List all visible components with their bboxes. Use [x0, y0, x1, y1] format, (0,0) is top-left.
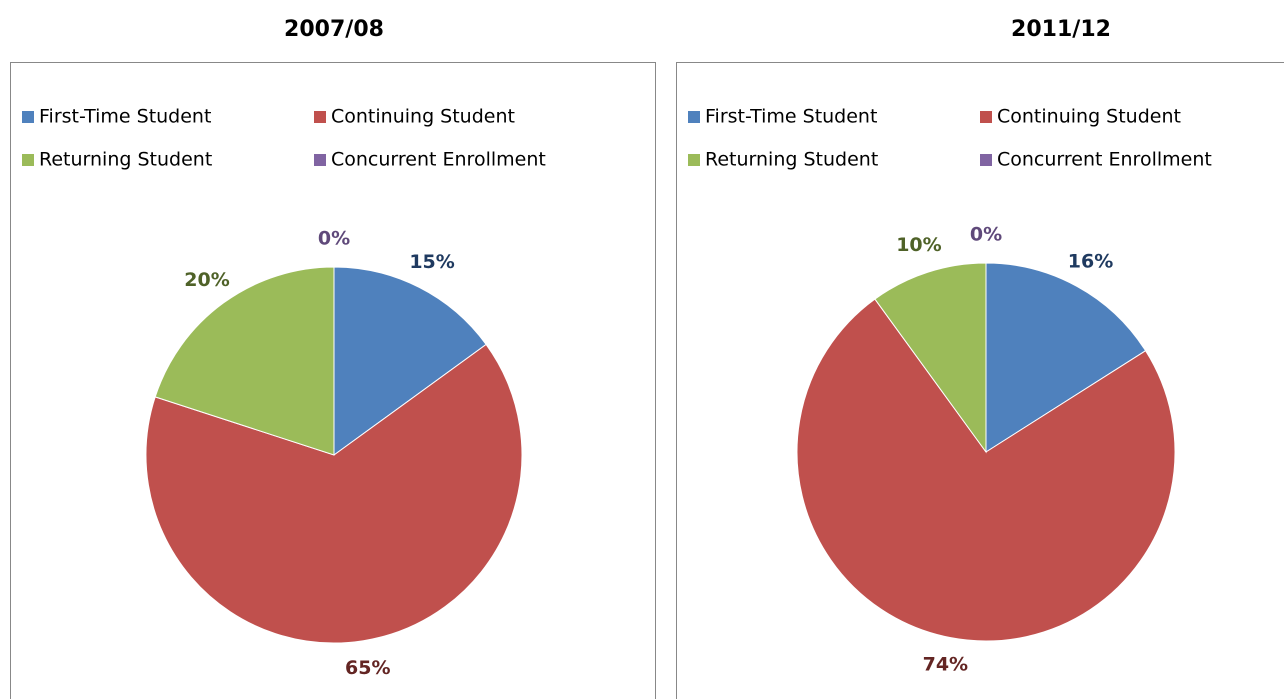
legend-label: Continuing Student: [331, 106, 515, 128]
pie-slice: [985, 262, 1147, 453]
data-label: 65%: [345, 657, 390, 679]
data-label: 0%: [970, 224, 1002, 246]
legend-swatch: [314, 111, 326, 123]
pie-slice: [874, 262, 987, 454]
chart-title: 2011/12: [1011, 17, 1111, 42]
legend-swatch: [688, 154, 700, 166]
legend-swatch: [980, 154, 992, 166]
data-label: 20%: [184, 269, 229, 291]
legend-swatch: [688, 111, 700, 123]
pie-slice: [154, 266, 335, 456]
legend-label: First-Time Student: [39, 106, 211, 128]
legend-label: Returning Student: [705, 149, 878, 171]
pie-slice: [796, 298, 1176, 642]
legend-swatch: [22, 154, 34, 166]
legend-label: Concurrent Enrollment: [331, 149, 546, 171]
data-label: 10%: [896, 234, 941, 256]
pie-slice: [145, 343, 523, 644]
legend-label: First-Time Student: [705, 106, 877, 128]
data-label: 74%: [923, 654, 968, 676]
pie-slice: [333, 266, 487, 456]
legend-swatch: [314, 154, 326, 166]
data-label: 16%: [1068, 250, 1113, 272]
legend-swatch: [22, 111, 34, 123]
data-label: 0%: [318, 228, 350, 250]
legend-label: Continuing Student: [997, 106, 1181, 128]
data-label: 15%: [409, 251, 454, 273]
legend-label: Returning Student: [39, 149, 212, 171]
legend-label: Concurrent Enrollment: [997, 149, 1212, 171]
legend-swatch: [980, 111, 992, 123]
chart-title: 2007/08: [284, 17, 384, 42]
